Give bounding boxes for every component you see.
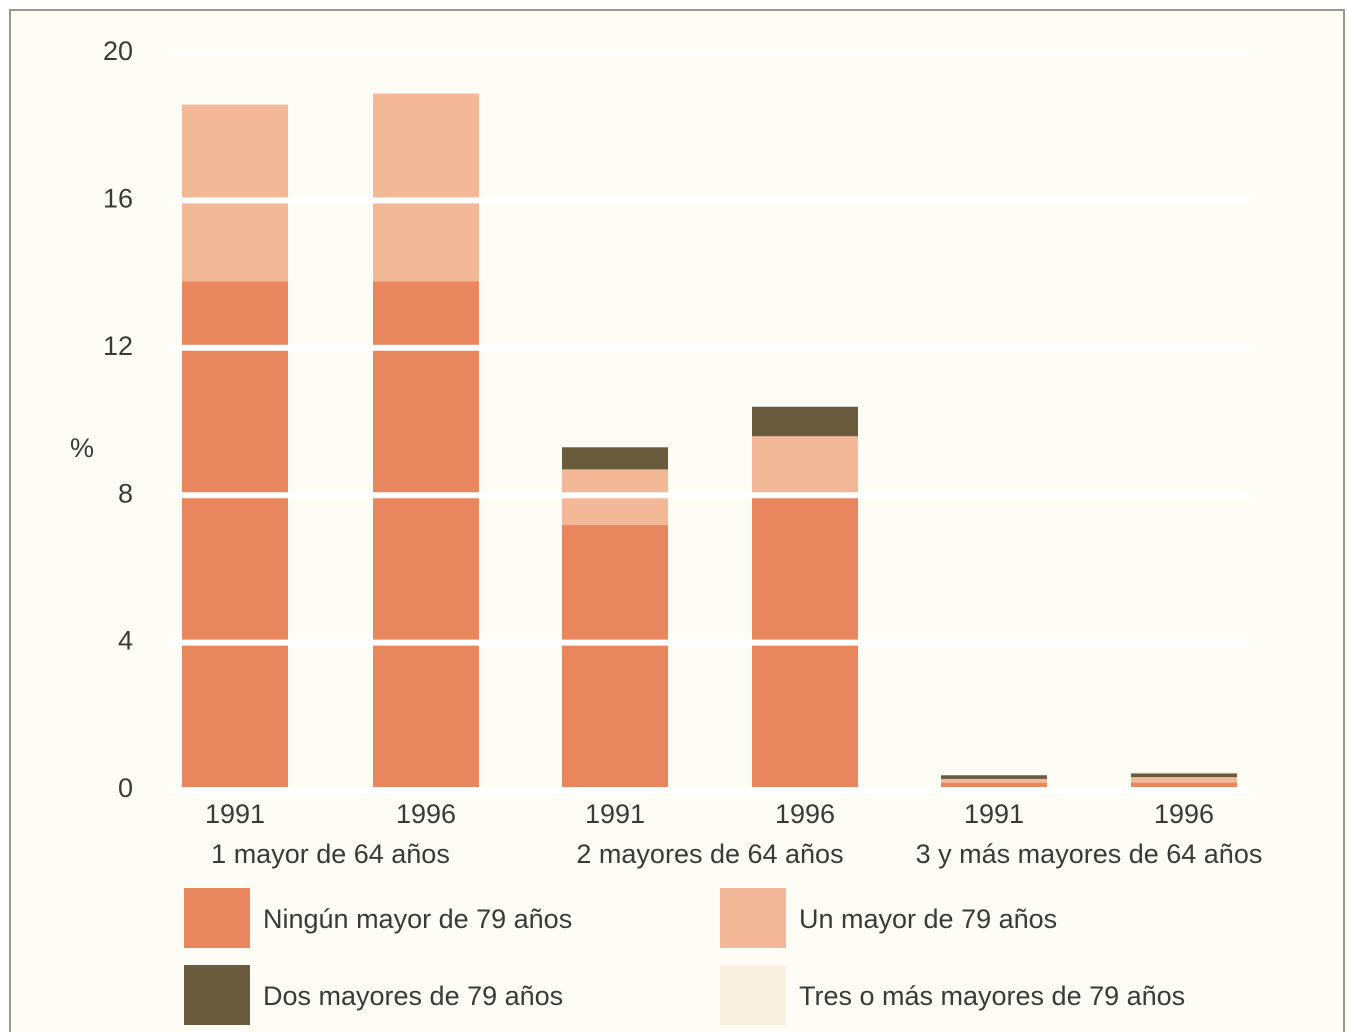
group-label: 3 y más mayores de 64 años <box>916 839 1263 869</box>
legend-label: Un mayor de 79 años <box>799 904 1057 934</box>
bar-segment <box>182 104 288 282</box>
x-tick-label: 1991 <box>964 799 1024 829</box>
group-label: 2 mayores de 64 años <box>576 839 843 869</box>
bar-segment <box>373 281 479 790</box>
bar-segment <box>752 436 858 496</box>
x-tick-label: 1996 <box>1154 799 1214 829</box>
x-tick-label: 1991 <box>205 799 265 829</box>
bar-segment <box>941 778 1047 783</box>
bar-segment <box>941 775 1047 779</box>
legend-swatch <box>720 888 786 948</box>
bar-segment <box>941 782 1047 790</box>
legend-swatch <box>720 965 786 1025</box>
bar-segment <box>182 281 288 790</box>
y-tick-label: 4 <box>118 626 133 656</box>
group-label: 1 mayor de 64 años <box>211 839 450 869</box>
bar-segment <box>1131 777 1237 783</box>
y-tick-label: 0 <box>118 773 133 803</box>
bar-segment <box>1131 771 1237 774</box>
bar-segment <box>562 524 668 790</box>
bar-segment <box>1131 773 1237 778</box>
y-tick-label: 8 <box>118 478 133 508</box>
bar-segment <box>562 447 668 470</box>
bar-segment <box>752 406 858 437</box>
bar-segment <box>1131 782 1237 790</box>
y-tick-label: 12 <box>103 331 133 361</box>
x-tick-label: 1996 <box>775 799 835 829</box>
y-tick-label: 20 <box>103 36 133 66</box>
y-tick-label: 16 <box>103 184 133 214</box>
legend-swatch <box>184 888 250 948</box>
legend-label: Dos mayores de 79 años <box>263 981 563 1011</box>
legend-label: Ningún mayor de 79 años <box>263 904 572 934</box>
x-tick-label: 1991 <box>585 799 645 829</box>
bar-segment <box>373 93 479 282</box>
x-tick-label: 1996 <box>396 799 456 829</box>
legend-label: Tres o más mayores de 79 años <box>799 981 1185 1011</box>
y-axis-label: % <box>70 433 94 463</box>
legend-swatch <box>184 965 250 1025</box>
